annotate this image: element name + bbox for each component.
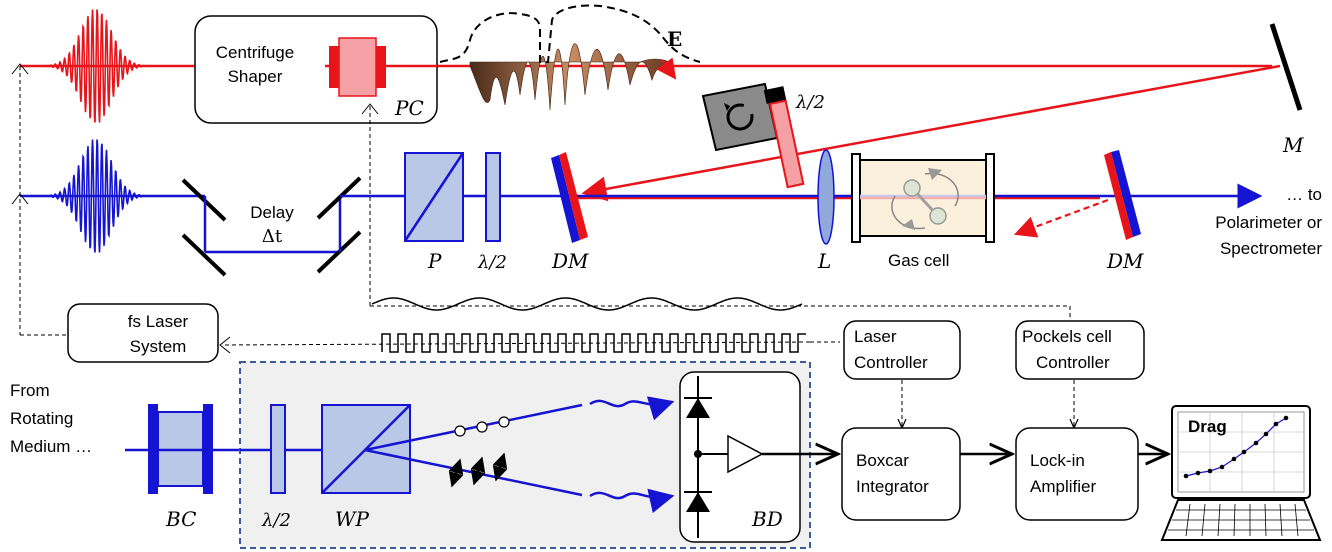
centrifuge-shaper-label: Centrifuge Shaper (216, 43, 294, 86)
lockin-amplifier-box (1015, 427, 1139, 521)
half-wave-plate-mid (485, 152, 501, 242)
lens-label: L (817, 249, 831, 273)
photodiode-icon (684, 376, 728, 538)
fs-laser-label: fs Laser System (128, 312, 189, 356)
polarization-dots (454, 416, 510, 437)
split-beam-upper (364, 403, 583, 452)
wavy-beam-upper (589, 396, 675, 421)
pc-label: PC (394, 96, 424, 120)
lockin-label: Lock-in Amplifier (1030, 451, 1096, 496)
pockels-controller-box (1015, 320, 1145, 380)
e-field-label: E (667, 27, 682, 51)
delay-line (181, 176, 362, 277)
polarization-arrows (448, 452, 508, 488)
wp-label: WP (335, 507, 370, 531)
gas-cell-label: Gas cell (888, 251, 949, 270)
bd-label: BD (751, 507, 783, 531)
square-signal (381, 333, 806, 353)
boxcar-integrator-box (841, 427, 961, 521)
mirror-m-label: M (1282, 133, 1304, 157)
dichroic-mirror-right (1104, 150, 1141, 240)
half-wave-plate-bottom (270, 404, 286, 494)
half-wave-top-label: λ/2 (795, 92, 825, 113)
dm-right-label: DM (1106, 249, 1144, 273)
half-wave-bottom-label: λ/2 (261, 510, 291, 531)
polarizer-label: P (427, 249, 442, 273)
laptop-icon (1160, 405, 1322, 541)
dichroic-mirror-left (551, 152, 588, 243)
fs-laser-system-box (67, 303, 219, 363)
pockels-cell (329, 37, 386, 97)
half-wave-mid-label: λ/2 (477, 252, 507, 273)
dm-left-label: DM (551, 249, 589, 273)
drag-label: Drag (1188, 417, 1227, 436)
output-label: … to Polarimeter or Spectrometer (1215, 185, 1322, 258)
pump-return-beam (581, 64, 1281, 202)
amplifier-icon (727, 434, 764, 474)
polarizer-p (403, 152, 465, 242)
pockels-controller-label: Pockels cell Controller (1022, 327, 1112, 372)
centrifuge-pulse-illustration: E (439, 4, 701, 111)
bc-label: BC (165, 507, 196, 531)
trigger-lines (19, 66, 1071, 346)
wavy-beam-lower (589, 488, 675, 514)
boxcar-label: Boxcar Integrator (856, 451, 929, 496)
lens-l (817, 149, 835, 245)
delay-label: Delay (250, 203, 294, 222)
delay-dt-label: Δt (262, 226, 283, 247)
laser-controller-label: Laser Controller (854, 327, 928, 372)
mirror-m (1269, 23, 1303, 111)
pump-reject-arrow (1013, 198, 1109, 238)
half-wave-plate-rotating (768, 99, 805, 189)
laser-controller-box (843, 320, 961, 380)
sine-signal (371, 297, 803, 311)
gas-cell (851, 153, 995, 243)
from-medium-label: From Rotating Medium … (10, 381, 92, 456)
